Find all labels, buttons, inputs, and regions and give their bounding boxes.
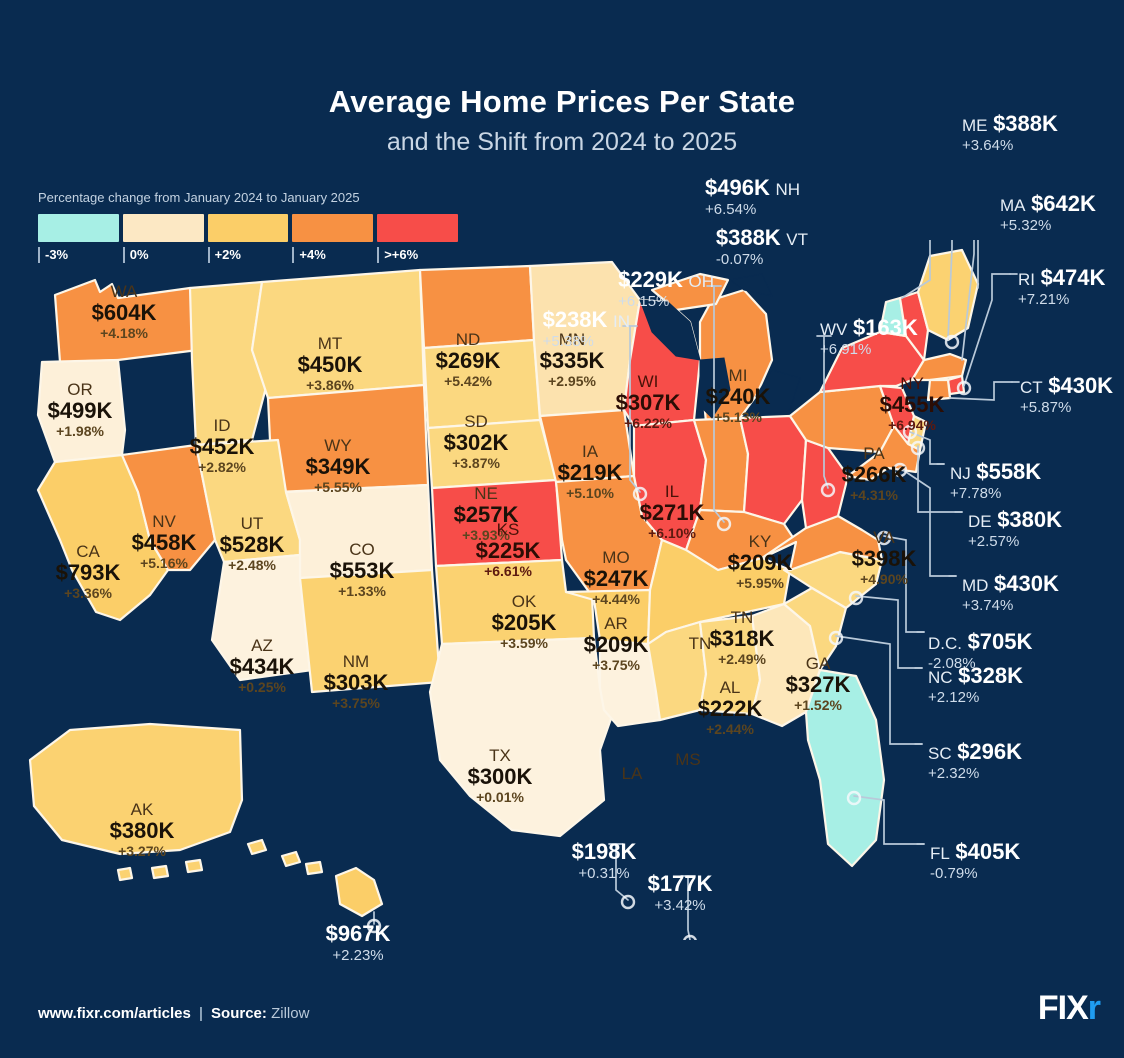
state-co[interactable]	[284, 483, 434, 580]
map-anchor-dot-4	[910, 440, 926, 456]
fixr-logo: FIXr	[1037, 989, 1101, 1028]
legend-swatch-0	[38, 214, 119, 242]
legend-swatch-2	[207, 214, 289, 242]
legend-tick-3: +4%	[292, 247, 373, 263]
leader-line-2	[901, 240, 931, 299]
callout-ma: MA $642K +5.32%	[1000, 192, 1096, 235]
legend-caption: Percentage change from January 2024 to J…	[38, 190, 360, 205]
footer-source-value: Zillow	[271, 1005, 310, 1022]
state-mn[interactable]	[528, 260, 642, 418]
callout-line1: $496K NH	[705, 175, 800, 200]
footer: www.fixr.com/articles | Source: Zillow	[38, 1005, 309, 1022]
state-ct[interactable]	[926, 378, 952, 402]
leader-line-3	[961, 240, 975, 361]
logo-accent: r	[1087, 989, 1101, 1027]
legend-swatch-3	[292, 214, 374, 242]
map-anchor-dot-1	[632, 486, 648, 502]
island-3	[184, 858, 204, 874]
legend: Percentage change from January 2024 to J…	[38, 190, 458, 263]
state-mt[interactable]	[250, 268, 426, 400]
state-hi[interactable]	[334, 866, 384, 918]
map-anchor-dot-5	[892, 462, 908, 478]
state-md[interactable]	[846, 424, 922, 482]
island-0	[246, 838, 268, 856]
map-anchor-dot-13	[944, 334, 960, 350]
great-lake-1	[699, 357, 731, 419]
leader-line-7	[917, 445, 963, 513]
map-anchor-dot-11	[620, 894, 636, 910]
island-4	[150, 864, 170, 880]
callout-change: +2.23%	[332, 947, 384, 964]
legend-ticks: -3% 0% +2% +4% >+6%	[38, 247, 458, 263]
state-ks[interactable]	[430, 478, 564, 568]
callout-line1: MA $642K	[1000, 191, 1096, 216]
map-anchor-dot-8	[828, 630, 844, 646]
map-anchor-dot-6	[876, 530, 892, 546]
map-anchor-dot-3	[902, 424, 918, 440]
legend-tick-2: +2%	[207, 247, 289, 263]
state-ak[interactable]	[28, 722, 244, 856]
legend-color-bar	[38, 214, 458, 242]
leader-line-11	[835, 635, 923, 745]
leader-line-10	[855, 595, 923, 669]
state-me[interactable]	[916, 248, 980, 342]
map-anchor-dot-0	[716, 516, 732, 532]
map-anchor-dot-2	[820, 482, 836, 498]
us-choropleth-map: WA $604K +4.18% OR $499K +1.98% CA $793K +3.36% N…	[0, 240, 1124, 940]
state-wy[interactable]	[266, 383, 430, 494]
map-anchor-dot-12	[366, 918, 382, 934]
leader-line-8	[899, 467, 957, 577]
legend-tick-1: 0%	[122, 247, 204, 263]
state-az[interactable]	[210, 553, 314, 682]
state-sd[interactable]	[422, 338, 542, 430]
callout-change: +6.54%	[705, 201, 757, 218]
leader-line-12	[853, 795, 925, 845]
leader-line-5	[949, 381, 1013, 401]
island-2	[304, 860, 324, 876]
footer-source-label: Source:	[211, 1005, 267, 1022]
callout-nh: $496K NH +6.54%	[705, 176, 800, 219]
callout-change: +5.32%	[1000, 217, 1052, 234]
state-nm[interactable]	[298, 568, 442, 694]
page-title: Average Home Prices Per State	[328, 84, 796, 119]
legend-swatch-1	[122, 214, 204, 242]
great-lake-2	[728, 273, 773, 297]
legend-tick-4: >+6%	[377, 247, 458, 263]
state-wa[interactable]	[53, 278, 200, 364]
map-anchor-dot-7	[848, 590, 864, 606]
state-va[interactable]	[760, 514, 884, 572]
state-ne[interactable]	[426, 418, 558, 490]
footer-site[interactable]: www.fixr.com/articles	[38, 1005, 191, 1022]
leader-line-16	[687, 875, 691, 940]
leader-line-4	[963, 273, 1011, 387]
legend-swatch-4	[377, 214, 458, 242]
map-anchor-dot-14	[956, 380, 972, 396]
leader-line-9	[883, 535, 925, 633]
state-oh[interactable]	[738, 414, 808, 526]
state-fl[interactable]	[804, 668, 886, 868]
state-ia[interactable]	[538, 408, 636, 484]
state-ok[interactable]	[434, 558, 596, 646]
footer-separator: |	[198, 1005, 204, 1022]
great-lake-3	[755, 369, 801, 417]
state-or[interactable]	[36, 358, 127, 464]
state-al[interactable]	[698, 614, 762, 716]
page-subtitle: and the Shift from 2024 to 2025	[386, 128, 738, 156]
map-anchor-dot-9	[846, 790, 862, 806]
island-1	[280, 850, 302, 868]
island-5	[116, 866, 134, 882]
state-tx[interactable]	[428, 636, 616, 838]
state-nd[interactable]	[418, 264, 536, 350]
leader-line-17	[615, 843, 629, 901]
legend-tick-0: -3%	[38, 247, 119, 263]
map-anchor-dot-10	[683, 934, 697, 940]
leader-line-1	[947, 240, 953, 341]
logo-main: FIX	[1037, 989, 1089, 1027]
state-ri[interactable]	[946, 374, 966, 396]
